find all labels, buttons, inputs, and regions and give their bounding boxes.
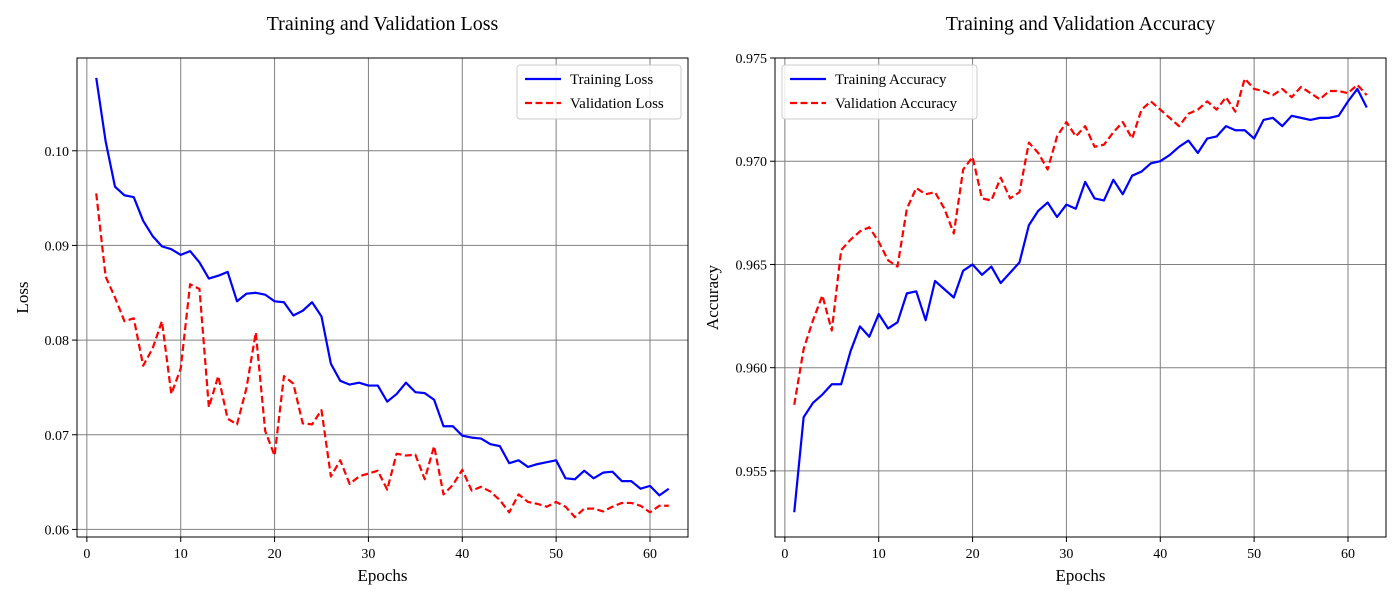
x-tick-label: 10 [872,547,886,562]
y-tick-label: 0.975 [736,52,768,67]
x-tick-label: 0 [83,547,90,562]
series-line-validation [95,193,669,519]
y-axis-label: Loss [13,281,32,313]
legend-label: Validation Accuracy [835,96,958,112]
x-tick-label: 30 [1059,547,1073,562]
x-tick-label: 40 [1153,547,1167,562]
x-tick-label: 20 [966,547,980,562]
plot-frame [76,57,689,538]
x-tick-label: 60 [1341,547,1355,562]
y-axis-label: Accuracy [703,264,722,330]
legend-box [781,64,978,120]
series-line-validation [793,77,1368,406]
chart-panel-2: 0 10 20 30 40 50 60 0.955 0.960 0.965 0.970 0.975 Tr… [703,13,1387,585]
x-tick-label: 30 [361,547,375,562]
x-tick-label: 50 [549,547,563,562]
chart-title: Training and Validation Loss [267,13,499,35]
y-tick-label: 0.955 [736,465,768,480]
plot-frame [774,57,1387,538]
x-tick-label: 0 [781,547,788,562]
chart-title: Training and Validation Accuracy [946,13,1215,35]
y-tick-label: 0.07 [45,429,70,444]
legend-label: Training Accuracy [835,72,947,88]
y-tick-label: 0.09 [45,239,70,254]
legend: Training Accuracy Validation Accuracy [781,64,978,120]
x-tick-label: 60 [643,547,657,562]
y-tick-label: 0.960 [736,362,768,377]
x-axis-label: Epochs [357,566,407,585]
y-tick-label: 0.10 [45,145,70,160]
grid [77,58,688,537]
y-tick-label: 0.08 [45,334,70,349]
series-line-training [793,87,1368,513]
y-tick-label: 0.965 [736,258,768,273]
x-tick-label: 40 [455,547,469,562]
legend: Training Loss Validation Loss [516,64,682,120]
series-line-training [95,77,670,497]
legend-label: Validation Loss [570,96,664,112]
legend-label: Training Loss [570,72,653,88]
y-tick-label: 0.06 [45,523,70,538]
y-tick-label: 0.970 [736,155,768,170]
x-tick-label: 10 [174,547,188,562]
chart-panel-1: 0 10 20 30 40 50 60 0.06 0.07 0.08 0.09 0.10 Trainin… [13,13,689,585]
x-axis-label: Epochs [1055,566,1105,585]
x-tick-label: 20 [268,547,282,562]
x-tick-label: 50 [1247,547,1261,562]
